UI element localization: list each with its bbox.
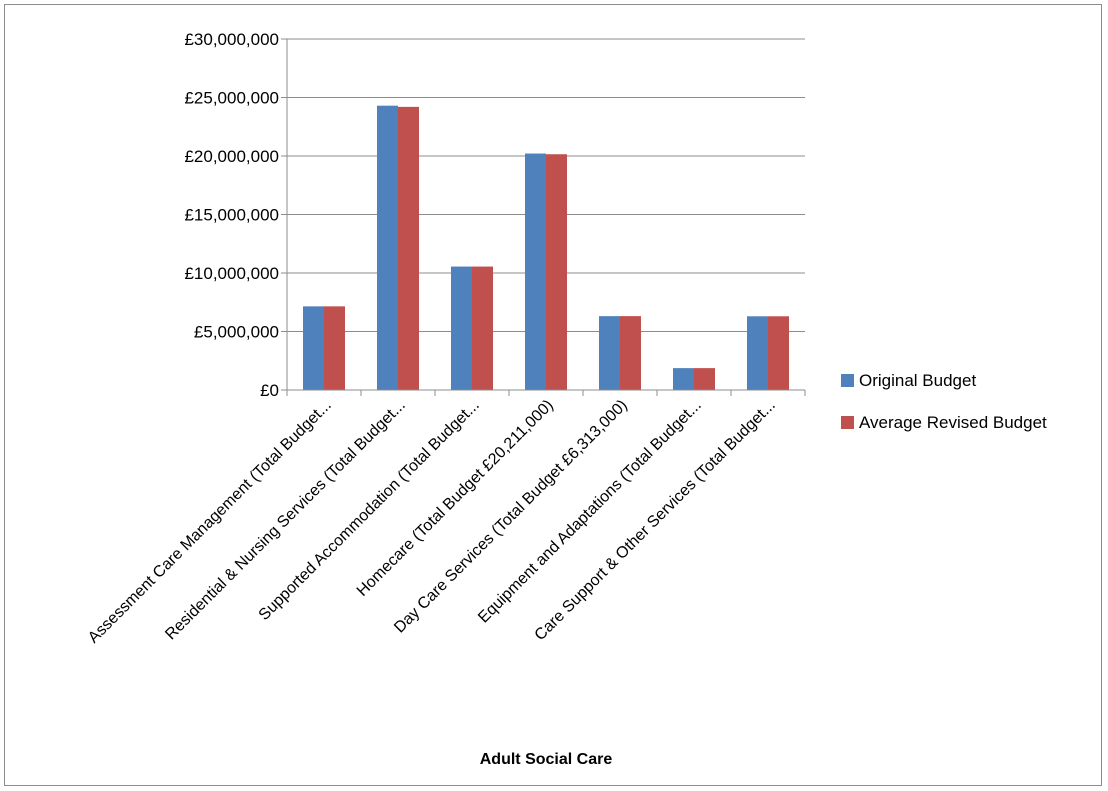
legend: Original Budget Average Revised Budget [841,371,1047,432]
legend-label: Average Revised Budget [859,413,1047,432]
x-axis-title: Adult Social Care [480,751,613,768]
bar-average-revised-budget [620,316,641,390]
bar-average-revised-budget [398,106,419,391]
legend-swatch [841,374,854,387]
bar-original-budget [747,316,768,390]
y-tick-label: £30,000,000 [184,30,279,49]
axes [281,38,806,396]
y-axis-tick-labels: £0 £5,000,000 £10,000,000 £15,000,000 £20,00… [184,30,279,400]
y-tick-label: £20,000,000 [184,147,279,166]
bar-original-budget [673,368,694,390]
bar-original-budget [303,306,324,390]
bar-average-revised-budget [694,368,715,390]
bar-average-revised-budget [324,306,345,390]
bar-original-budget [377,105,398,390]
bar-chart: £0 £5,000,000 £10,000,000 £15,000,000 £20,00… [85,30,1047,768]
legend-swatch [841,416,854,429]
y-tick-label: £5,000,000 [194,323,279,342]
bars [303,105,789,391]
bar-average-revised-budget [546,154,567,390]
bar-average-revised-budget [472,266,493,390]
bar-average-revised-budget [768,316,789,390]
y-tick-label: £25,000,000 [184,89,279,108]
x-category-label: Assessment Care Management (Total Budget… [85,397,335,647]
chart-frame: £0 £5,000,000 £10,000,000 £15,000,000 £20,00… [4,4,1102,786]
x-axis-category-labels: Assessment Care Management (Total Budget… [85,397,779,647]
bar-original-budget [525,153,546,390]
bar-original-budget [599,316,620,390]
y-tick-label: £10,000,000 [184,264,279,283]
legend-label: Original Budget [859,371,976,390]
y-tick-label: £0 [260,381,279,400]
y-tick-label: £15,000,000 [184,206,279,225]
bar-original-budget [451,266,472,390]
